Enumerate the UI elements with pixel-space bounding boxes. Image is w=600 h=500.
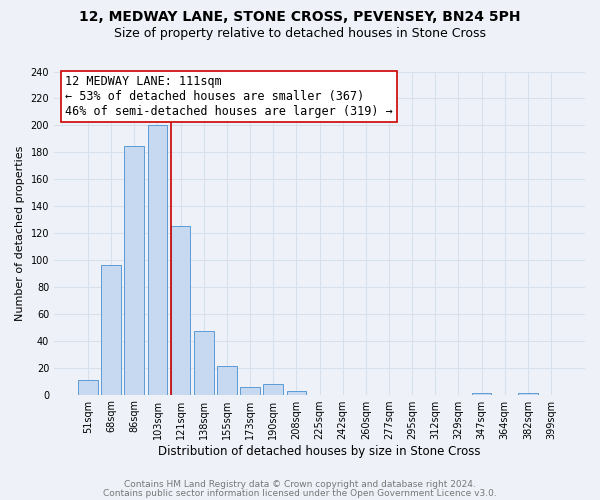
Bar xyxy=(287,390,306,394)
Text: 12, MEDWAY LANE, STONE CROSS, PEVENSEY, BN24 5PH: 12, MEDWAY LANE, STONE CROSS, PEVENSEY, … xyxy=(79,10,521,24)
Text: Contains HM Land Registry data © Crown copyright and database right 2024.: Contains HM Land Registry data © Crown c… xyxy=(124,480,476,489)
Bar xyxy=(78,380,98,394)
Bar xyxy=(148,126,167,394)
Bar xyxy=(194,332,214,394)
Text: Contains public sector information licensed under the Open Government Licence v3: Contains public sector information licen… xyxy=(103,488,497,498)
Bar xyxy=(240,386,260,394)
Bar xyxy=(217,366,237,394)
Bar xyxy=(124,146,144,394)
Text: 12 MEDWAY LANE: 111sqm
← 53% of detached houses are smaller (367)
46% of semi-de: 12 MEDWAY LANE: 111sqm ← 53% of detached… xyxy=(65,74,392,118)
Bar xyxy=(472,393,491,394)
Text: Size of property relative to detached houses in Stone Cross: Size of property relative to detached ho… xyxy=(114,28,486,40)
Bar xyxy=(263,384,283,394)
Y-axis label: Number of detached properties: Number of detached properties xyxy=(15,146,25,320)
Bar xyxy=(171,226,190,394)
X-axis label: Distribution of detached houses by size in Stone Cross: Distribution of detached houses by size … xyxy=(158,444,481,458)
Bar xyxy=(101,266,121,394)
Bar xyxy=(518,393,538,394)
